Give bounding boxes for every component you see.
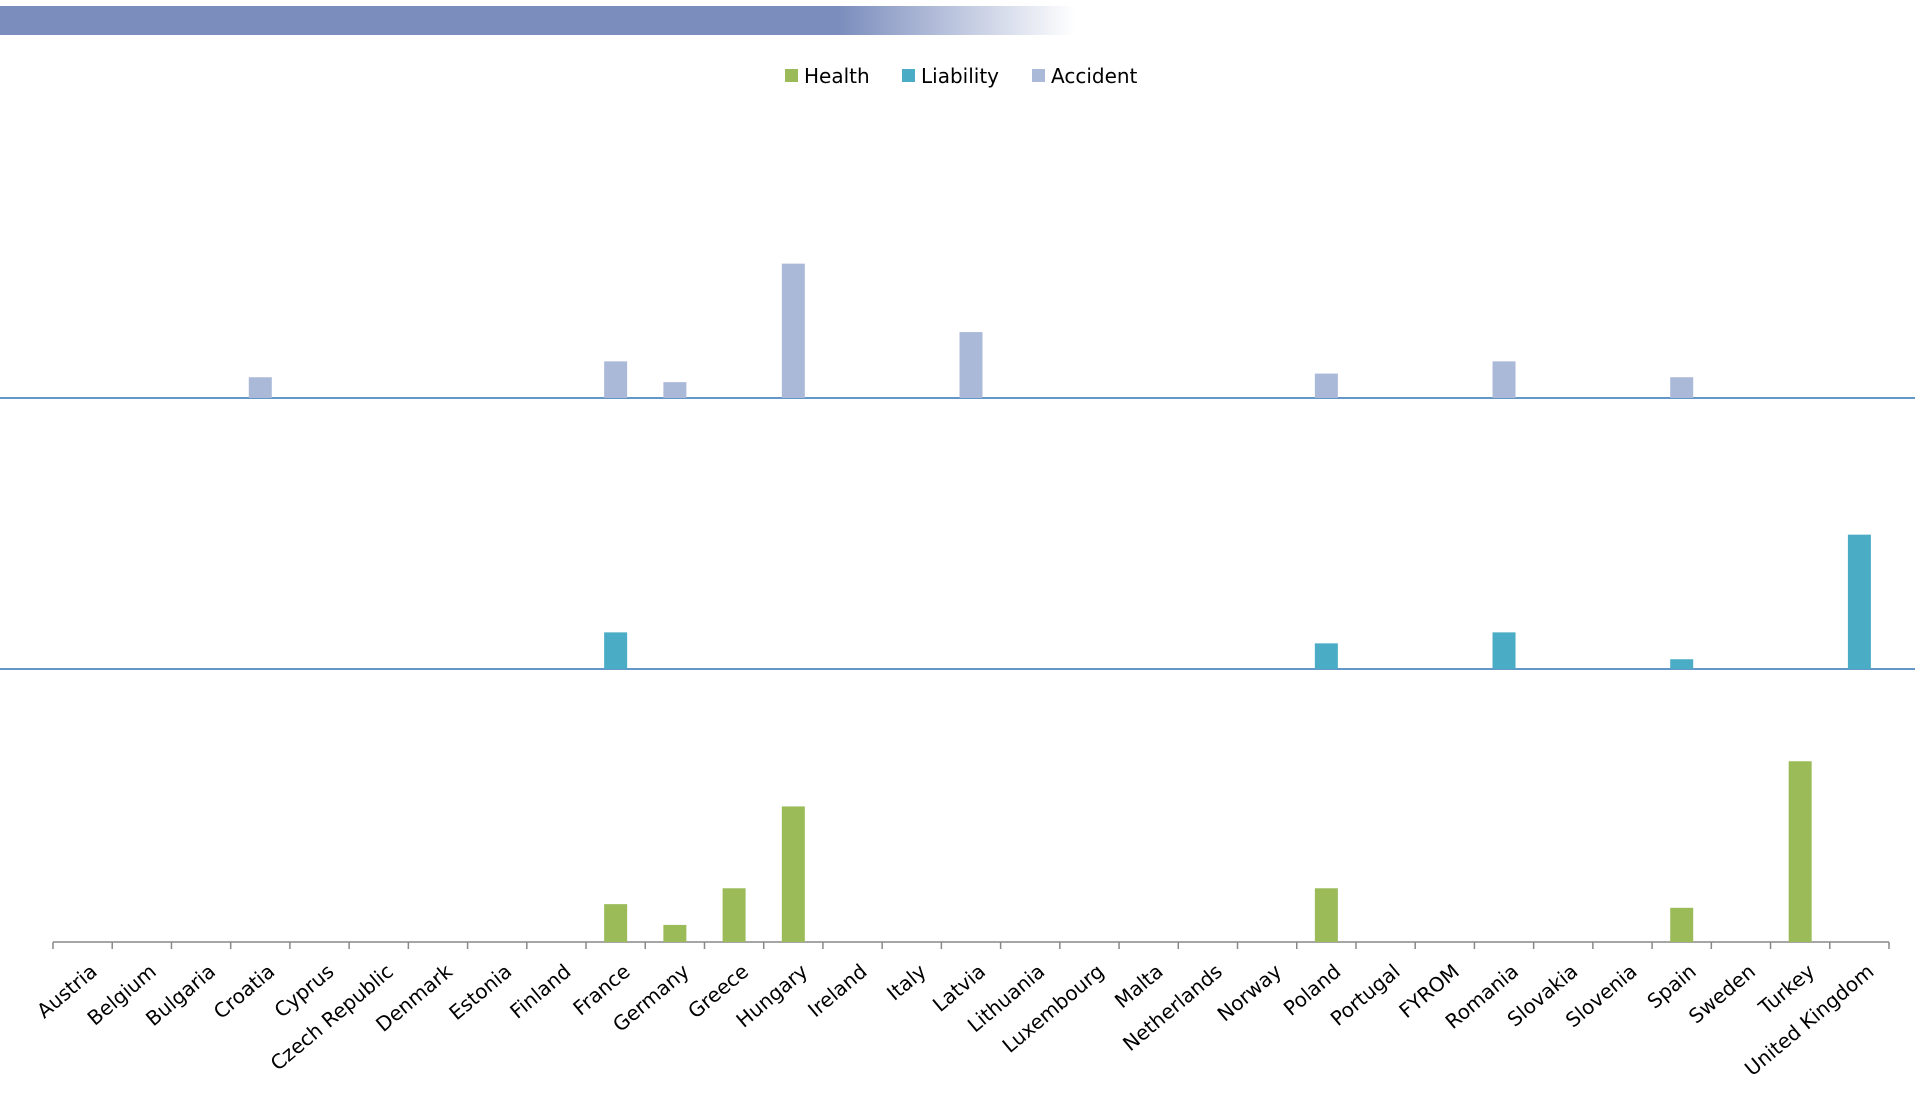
x-tick-label: Finland bbox=[505, 959, 575, 1023]
x-tick-label: Norway bbox=[1213, 959, 1287, 1026]
legend-label: Accident bbox=[1051, 64, 1138, 88]
bar bbox=[604, 361, 628, 398]
x-tick-label: Ireland bbox=[803, 959, 871, 1022]
legend-swatch bbox=[902, 69, 915, 82]
bar bbox=[663, 382, 687, 398]
bar bbox=[1670, 377, 1694, 398]
bar bbox=[1788, 761, 1812, 942]
bar bbox=[781, 806, 805, 942]
legend-label: Liability bbox=[921, 64, 999, 88]
bar bbox=[1670, 907, 1694, 942]
bar bbox=[604, 904, 628, 942]
header-band bbox=[0, 6, 1075, 35]
plot-area: AustriaBelgiumBulgariaCroatiaCyprusCzech… bbox=[0, 263, 1915, 1081]
bar bbox=[1492, 361, 1516, 398]
bar bbox=[248, 377, 272, 398]
bar bbox=[781, 263, 805, 398]
legend-swatch bbox=[1032, 69, 1045, 82]
bar bbox=[1492, 632, 1516, 669]
x-tick-label: Italy bbox=[882, 959, 931, 1005]
legend-label: Health bbox=[804, 64, 870, 88]
x-tick-label: Croatia bbox=[209, 959, 280, 1024]
x-tick-label: Luxembourg bbox=[998, 959, 1109, 1058]
bar bbox=[722, 888, 746, 942]
bar bbox=[1847, 534, 1871, 669]
x-tick-label: Sweden bbox=[1684, 959, 1760, 1028]
legend: Health Liability Accident bbox=[785, 64, 1138, 88]
bar bbox=[959, 332, 983, 398]
legend-swatch bbox=[785, 69, 798, 82]
bar bbox=[1314, 643, 1338, 669]
bar bbox=[604, 632, 628, 669]
bar bbox=[1670, 659, 1694, 669]
x-tick-label: Estonia bbox=[444, 959, 516, 1025]
bar bbox=[1314, 373, 1338, 398]
bar bbox=[1314, 888, 1338, 942]
bar bbox=[663, 924, 687, 942]
